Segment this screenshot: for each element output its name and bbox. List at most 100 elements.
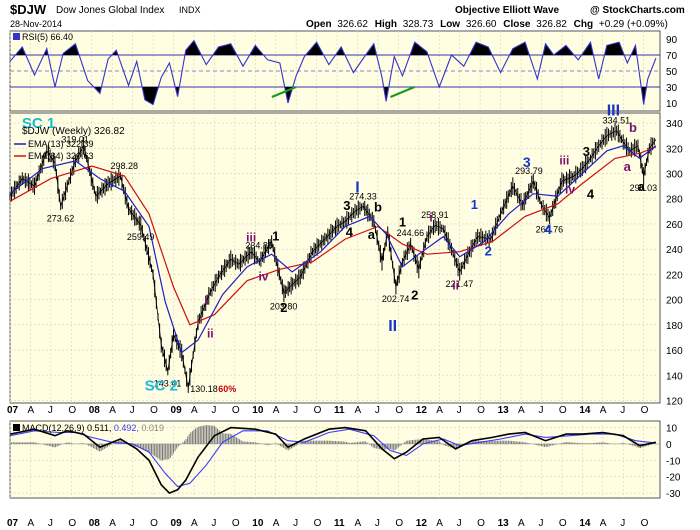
macd-legend-swatch xyxy=(13,424,20,431)
wave-label: i xyxy=(429,210,432,224)
x-tick-label: 09 xyxy=(171,518,183,529)
symbol: $DJW xyxy=(10,2,47,17)
rsi-tick-label: 10 xyxy=(666,99,678,110)
wave-label: i xyxy=(205,294,208,308)
retrace-pct-label: 60% xyxy=(218,384,236,394)
x-tick-label: J xyxy=(457,518,462,529)
x-tick-label: O xyxy=(68,518,76,529)
wave-label: SC 2 xyxy=(145,377,178,394)
axis-labels: 0707AAJJOO0808AAJJOO0909AAJJOO1010AAJJOO… xyxy=(7,35,683,529)
rsi-tick-label: 70 xyxy=(666,51,678,62)
chart-date: 28-Nov-2014 xyxy=(10,19,62,29)
x-tick-label: A xyxy=(518,518,525,529)
wave-label: a xyxy=(368,227,376,242)
wave-label: I xyxy=(355,179,359,196)
rsi-legend: RSI(5) 66.40 xyxy=(22,32,73,42)
x-tick-label: O xyxy=(395,405,403,416)
x-tick-label: J xyxy=(538,405,543,416)
x-tick-label: O xyxy=(232,518,240,529)
ohlc-line: Open 326.62 High 328.73 Low 326.60 Close… xyxy=(306,19,668,30)
ema34-legend: EMA(34) 320.63 xyxy=(28,151,94,161)
wave-label: 4 xyxy=(346,225,354,240)
wave-label: SC 1 xyxy=(22,115,55,132)
price-label: 221.47 xyxy=(446,279,474,289)
x-tick-label: A xyxy=(273,405,280,416)
x-tick-label: 13 xyxy=(498,405,510,416)
wave-label: 1 xyxy=(272,228,279,243)
rsi-line xyxy=(9,39,657,106)
wave-label: II xyxy=(388,318,397,335)
price-label: 293.79 xyxy=(515,166,543,176)
y-tick-label: 340 xyxy=(666,119,683,130)
exchange: INDX xyxy=(179,5,201,15)
price-label: 202.74 xyxy=(382,294,410,304)
x-tick-label: 10 xyxy=(252,405,264,416)
price-panel xyxy=(9,112,661,404)
price-label: 258.91 xyxy=(421,210,449,220)
x-tick-label: 08 xyxy=(89,405,101,416)
y-tick-label: 160 xyxy=(666,346,683,357)
price-label: 234.85 xyxy=(245,240,273,250)
wave-label: III xyxy=(607,103,620,120)
price-label: 264.76 xyxy=(536,225,564,235)
rsi-divergence-line xyxy=(271,85,297,99)
x-tick-label: A xyxy=(354,518,361,529)
macd-panel xyxy=(9,420,661,499)
price-label: 244.66 xyxy=(397,228,425,238)
rsi-tick-label: 30 xyxy=(666,83,678,94)
y-tick-label: 260 xyxy=(666,220,683,231)
wave-label: iii xyxy=(246,231,256,245)
x-tick-label: 09 xyxy=(171,405,183,416)
x-tick-label: 14 xyxy=(579,405,591,416)
macd-plot xyxy=(9,425,660,495)
price-label: 143.41 xyxy=(154,378,182,388)
x-tick-label: O xyxy=(314,405,322,416)
x-tick-label: O xyxy=(559,518,567,529)
price-line xyxy=(9,130,657,388)
wave-label: iv xyxy=(565,183,575,197)
wave-label: 2 xyxy=(485,243,492,258)
x-tick-label: O xyxy=(559,405,567,416)
x-tick-label: A xyxy=(27,518,34,529)
wave-label: ii xyxy=(207,326,214,340)
wave-label: a xyxy=(638,179,646,194)
macd-line xyxy=(9,426,657,495)
wave-label: 3 xyxy=(583,144,590,159)
x-tick-label: O xyxy=(68,405,76,416)
ema34-line xyxy=(9,146,657,326)
x-tick-label: A xyxy=(191,405,198,416)
x-tick-label: O xyxy=(395,518,403,529)
wave-label: 2 xyxy=(280,300,287,315)
rsi-divergence-line xyxy=(390,85,415,99)
x-tick-label: A xyxy=(109,518,116,529)
x-tick-label: A xyxy=(354,405,361,416)
x-tick-label: J xyxy=(620,405,625,416)
x-tick-label: 11 xyxy=(334,518,345,529)
x-tick-label: O xyxy=(232,405,240,416)
price-label: 319.01 xyxy=(61,135,89,145)
index-name: Dow Jones Global Index xyxy=(56,5,164,16)
wave-label: 4 xyxy=(587,187,595,202)
price-legend: $DJW (Weekly) 326.82 xyxy=(22,126,125,137)
price-label: 273.62 xyxy=(47,213,75,223)
price-label: 130.18 xyxy=(190,384,218,394)
x-tick-label: A xyxy=(191,518,198,529)
macd-tick-label: 0 xyxy=(666,440,672,451)
price-label: 259.49 xyxy=(127,232,155,242)
wave-label: b xyxy=(374,199,382,214)
rsi-tick-label: 90 xyxy=(666,35,678,46)
x-tick-label: A xyxy=(436,405,443,416)
x-tick-label: J xyxy=(375,518,380,529)
x-tick-label: O xyxy=(641,518,649,529)
author: Objective Elliott Wave xyxy=(455,5,560,16)
wave-label: ii xyxy=(452,279,459,293)
price-label: 203.80 xyxy=(270,302,298,312)
y-tick-label: 280 xyxy=(666,195,683,206)
x-tick-label: A xyxy=(600,518,607,529)
price-label: 298.28 xyxy=(110,161,138,171)
macd-legend: MACD(12,26,9) 0.511, 0.492, 0.019 xyxy=(22,423,164,433)
x-tick-label: J xyxy=(293,405,298,416)
x-tick-label: 07 xyxy=(7,518,19,529)
wave-label: 2 xyxy=(411,288,418,303)
